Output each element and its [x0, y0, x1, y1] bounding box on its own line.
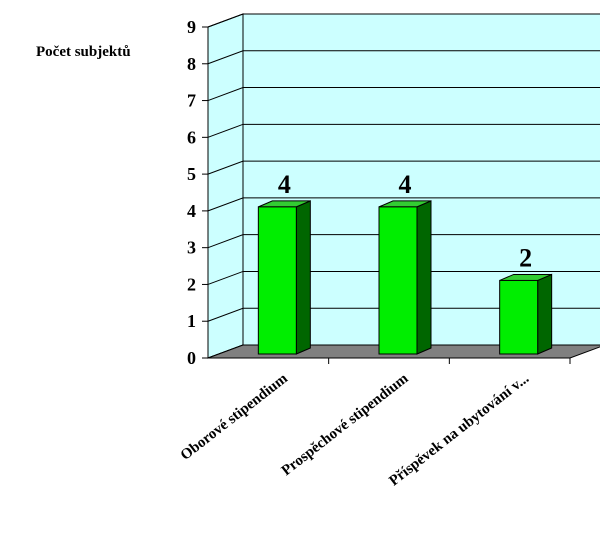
y-tick-label: 4 [187, 201, 196, 221]
y-tick-label: 0 [187, 348, 196, 368]
y-tick-label: 9 [187, 17, 196, 37]
y-tick-label: 1 [187, 311, 196, 331]
gridline [207, 123, 600, 138]
gridline [207, 270, 600, 285]
x-tick-label: Prospěchové stipendium [279, 370, 412, 479]
y-tick-label: 3 [187, 238, 196, 258]
y-tick-label: 2 [187, 274, 196, 294]
bar [378, 206, 418, 355]
bar-side [416, 200, 432, 355]
data-label: 2 [519, 243, 532, 272]
x-tick-label: Oborové stipendium [178, 370, 291, 464]
gridline [207, 87, 600, 102]
bar-side [295, 200, 311, 355]
gridline [207, 234, 600, 249]
data-label: 4 [278, 170, 291, 199]
gridline [207, 50, 600, 65]
bar [499, 279, 539, 355]
bar [257, 206, 297, 355]
y-tick-label: 8 [187, 54, 196, 74]
gridline [207, 13, 600, 28]
x-tick-label: Příspěvek na ubytování v... [386, 370, 532, 489]
y-tick-label: 6 [187, 127, 196, 147]
gridline [207, 160, 600, 175]
y-axis-title: Počet subjektů [36, 44, 131, 60]
bar-side [537, 273, 553, 355]
gridline [207, 307, 600, 322]
gridline [207, 197, 600, 212]
side-wall [207, 13, 244, 359]
y-tick-label: 5 [187, 164, 196, 184]
data-label: 4 [399, 170, 412, 199]
y-tick-label: 7 [187, 91, 196, 111]
